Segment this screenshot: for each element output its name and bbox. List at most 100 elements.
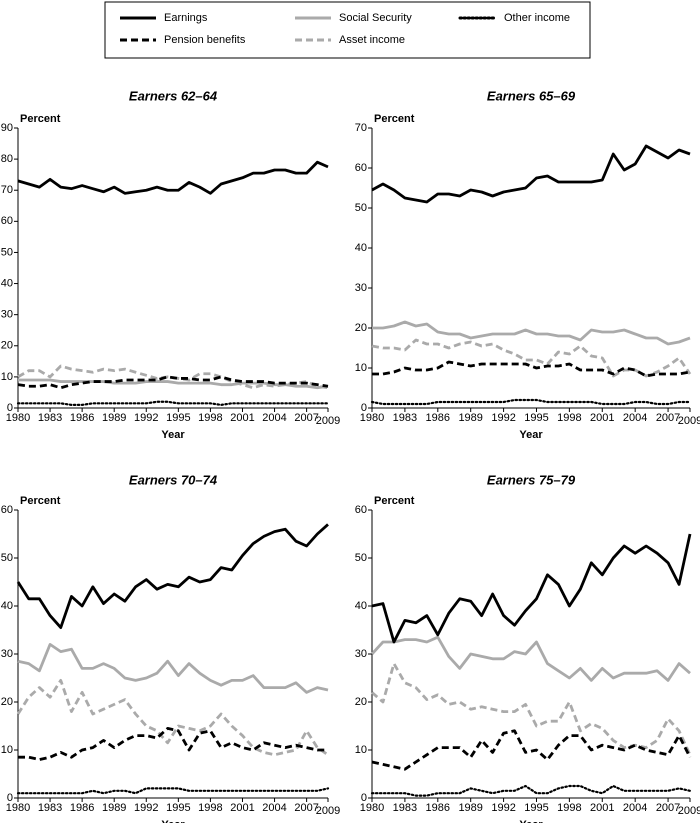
x-tick-label: 2007	[294, 802, 318, 814]
y-tick-label: 50	[355, 552, 367, 564]
y-tick-label: 60	[355, 504, 367, 516]
series-line	[17, 160, 329, 195]
x-tick-label: 1998	[198, 802, 222, 814]
x-tick-label: 2004	[623, 412, 647, 424]
x-tick-label: 1980	[360, 802, 384, 814]
x-tick-label: 1980	[6, 802, 30, 814]
x-tick-label: 2001	[590, 412, 614, 424]
y-axis-label: Percent	[374, 113, 415, 125]
legend-label: Other income	[504, 12, 570, 24]
x-tick-label: 1986	[426, 412, 450, 424]
series-line	[17, 375, 329, 390]
y-tick-label: 40	[1, 600, 13, 612]
series-line	[16, 400, 330, 406]
y-tick-label: 70	[355, 122, 367, 134]
x-tick-label: 1989	[102, 412, 126, 424]
y-tick-label: 0	[7, 402, 13, 414]
x-tick-label: 1995	[166, 412, 190, 424]
series-line	[371, 729, 692, 771]
x-tick-label: 1998	[198, 412, 222, 424]
y-tick-label: 60	[1, 215, 13, 227]
x-tick-label: 2009	[678, 805, 700, 817]
y-tick-label: 40	[355, 242, 367, 254]
series-line	[370, 398, 692, 406]
x-tick-label: 2007	[656, 802, 680, 814]
y-tick-label: 0	[361, 792, 367, 804]
y-tick-label: 50	[355, 202, 367, 214]
series-line	[16, 787, 330, 795]
x-tick-label: 2007	[294, 412, 318, 424]
x-tick-label: 1980	[360, 412, 384, 424]
series-line	[16, 523, 329, 629]
x-axis-label: Year	[519, 429, 543, 441]
chart-title: Earners 62–64	[129, 88, 218, 103]
x-tick-label: 2004	[623, 802, 647, 814]
x-tick-label: 1983	[393, 802, 417, 814]
series-line	[18, 727, 328, 761]
series-line	[371, 662, 692, 756]
series-line	[371, 533, 692, 644]
x-axis-label: Year	[519, 819, 543, 823]
series-line	[371, 144, 691, 204]
x-tick-label: 1992	[491, 412, 515, 424]
x-tick-label: 1992	[491, 802, 515, 814]
y-tick-label: 50	[1, 552, 13, 564]
y-tick-label: 10	[1, 744, 13, 756]
x-tick-label: 2001	[230, 802, 254, 814]
y-axis-label: Percent	[20, 495, 61, 507]
y-tick-label: 50	[1, 246, 13, 258]
series-line	[17, 643, 329, 694]
x-tick-label: 1998	[557, 802, 581, 814]
x-tick-label: 1989	[458, 412, 482, 424]
chart-title: Earners 70–74	[129, 472, 218, 487]
x-tick-label: 2004	[262, 412, 286, 424]
series-line	[370, 635, 691, 682]
x-tick-label: 2009	[316, 415, 340, 427]
y-tick-label: 90	[1, 122, 13, 134]
x-tick-label: 2009	[316, 805, 340, 817]
x-tick-label: 2001	[590, 802, 614, 814]
series-line	[372, 360, 691, 378]
x-tick-label: 1986	[426, 802, 450, 814]
x-tick-label: 1995	[524, 412, 548, 424]
legend-label: Social Security	[339, 12, 412, 24]
x-tick-label: 1989	[458, 802, 482, 814]
y-axis-label: Percent	[20, 113, 61, 125]
series-line	[370, 784, 692, 797]
legend-label: Asset income	[339, 34, 405, 46]
series-line	[18, 378, 329, 390]
series-line	[372, 320, 691, 346]
x-tick-label: 1983	[393, 412, 417, 424]
y-tick-label: 20	[1, 696, 13, 708]
y-tick-label: 40	[1, 277, 13, 289]
x-tick-label: 1986	[70, 802, 94, 814]
y-tick-label: 70	[1, 184, 13, 196]
series-line	[371, 338, 692, 378]
x-tick-label: 1989	[102, 802, 126, 814]
legend-box	[104, 1, 591, 59]
y-tick-label: 10	[355, 362, 367, 374]
legend-label: Pension benefits	[164, 34, 246, 46]
x-tick-label: 1986	[70, 412, 94, 424]
y-tick-label: 60	[1, 504, 13, 516]
x-tick-label: 1992	[134, 412, 158, 424]
y-tick-label: 30	[1, 309, 13, 321]
x-tick-label: 2007	[656, 412, 680, 424]
y-tick-label: 0	[7, 792, 13, 804]
y-tick-label: 0	[361, 402, 367, 414]
series-line	[16, 679, 329, 757]
x-tick-label: 1995	[166, 802, 190, 814]
chart-title: Earners 65–69	[487, 88, 576, 103]
y-tick-label: 20	[355, 322, 367, 334]
x-axis-label: Year	[161, 429, 185, 441]
y-tick-label: 60	[355, 162, 367, 174]
y-axis-label: Percent	[374, 495, 415, 507]
chart-title: Earners 75–79	[487, 472, 576, 487]
x-tick-label: 2001	[230, 412, 254, 424]
y-tick-label: 80	[1, 153, 13, 165]
x-tick-label: 1998	[557, 412, 581, 424]
x-tick-label: 1980	[6, 412, 30, 424]
x-tick-label: 1983	[38, 412, 62, 424]
x-tick-label: 2004	[262, 802, 286, 814]
